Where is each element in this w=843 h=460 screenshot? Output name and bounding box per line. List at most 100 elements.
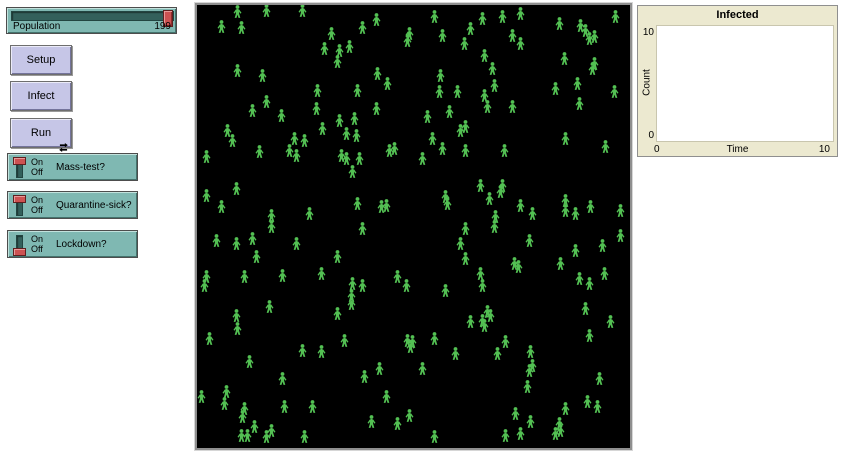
person-agent (358, 221, 367, 235)
person-agent (200, 278, 209, 292)
switch-off-label: Off (31, 167, 43, 177)
person-agent (280, 399, 289, 413)
person-agent (461, 221, 470, 235)
person-agent (601, 139, 610, 153)
person-agent (586, 199, 595, 213)
person-agent (480, 88, 489, 102)
person-agent (556, 256, 565, 270)
person-agent (290, 131, 299, 145)
person-agent (461, 251, 470, 265)
person-agent (250, 419, 259, 433)
person-agent (342, 151, 351, 165)
person-agent (382, 198, 391, 212)
person-agent (441, 283, 450, 297)
population-slider[interactable]: Population 199 (6, 7, 177, 34)
person-agent (240, 269, 249, 283)
person-agent (430, 9, 439, 23)
world-view (195, 3, 632, 450)
person-agent (445, 104, 454, 118)
person-agent (438, 28, 447, 42)
person-agent (237, 20, 246, 34)
person-agent (228, 133, 237, 147)
person-agent (528, 206, 537, 220)
person-agent (305, 206, 314, 220)
person-agent (372, 12, 381, 26)
person-agent (382, 389, 391, 403)
person-agent (490, 78, 499, 92)
person-agent (202, 188, 211, 202)
switch-label: Lockdown? (56, 239, 107, 250)
person-agent (561, 193, 570, 207)
person-agent (575, 96, 584, 110)
world-canvas (197, 5, 630, 448)
person-agent (551, 81, 560, 95)
person-agent (300, 429, 309, 443)
person-agent (237, 428, 246, 442)
person-agent (333, 306, 342, 320)
person-agent (466, 314, 475, 328)
person-agent (205, 331, 214, 345)
person-agent (576, 18, 585, 32)
switch-on-label: On (31, 157, 44, 167)
infected-plot: Infected 10 0 Count 0 Time 10 (637, 5, 838, 157)
plot-area (656, 25, 834, 142)
person-agent (611, 9, 620, 23)
slider-track[interactable] (11, 11, 174, 21)
person-agent (438, 141, 447, 155)
switch-lockdown[interactable]: On Off Lockdown? (7, 230, 138, 258)
person-agent (581, 301, 590, 315)
person-agent (353, 196, 362, 210)
person-agent (238, 409, 247, 423)
person-agent (516, 36, 525, 50)
person-agent (476, 266, 485, 280)
cycle-arrows-icon (59, 135, 68, 152)
person-agent (348, 276, 357, 290)
person-agent (233, 5, 242, 18)
run-button[interactable]: Run (10, 118, 72, 152)
person-agent (418, 361, 427, 375)
person-agent (493, 346, 502, 360)
person-agent (333, 54, 342, 68)
person-agent (375, 361, 384, 375)
person-agent (428, 131, 437, 145)
person-agent (298, 5, 307, 17)
person-agent (217, 19, 226, 33)
person-agent (483, 99, 492, 113)
switch-knob[interactable] (13, 248, 26, 256)
person-agent (292, 148, 301, 162)
switch-off-label: Off (31, 244, 43, 254)
person-agent (373, 66, 382, 80)
slider-handle[interactable] (163, 10, 173, 27)
switch-knob[interactable] (13, 195, 26, 203)
person-agent (312, 101, 321, 115)
person-agent (561, 131, 570, 145)
person-agent (358, 278, 367, 292)
switch-knob[interactable] (13, 157, 26, 165)
person-agent (610, 84, 619, 98)
switch-quarantine-sick[interactable]: On Off Quarantine-sick? (7, 191, 138, 219)
person-agent (342, 126, 351, 140)
person-agent (461, 119, 470, 133)
person-agent (486, 308, 495, 322)
person-agent (526, 344, 535, 358)
person-agent (585, 328, 594, 342)
person-agent (320, 41, 329, 55)
person-agent (393, 269, 402, 283)
person-agent (393, 416, 402, 430)
slider-label: Population (13, 21, 61, 32)
person-agent (430, 331, 439, 345)
switch-on-label: On (31, 234, 44, 244)
infect-button[interactable]: Infect (10, 81, 72, 111)
setup-button[interactable]: Setup (10, 45, 72, 75)
x-min-tick-label: 0 (654, 144, 660, 155)
switch-label: Mass-test? (56, 162, 105, 173)
person-agent (390, 141, 399, 155)
switch-mass-test[interactable]: On Off Mass-test? (7, 153, 138, 181)
person-agent (350, 111, 359, 125)
person-agent (347, 296, 356, 310)
person-agent (460, 36, 469, 50)
person-agent (327, 26, 336, 40)
person-agent (461, 143, 470, 157)
person-agent (405, 26, 414, 40)
person-agent (490, 219, 499, 233)
